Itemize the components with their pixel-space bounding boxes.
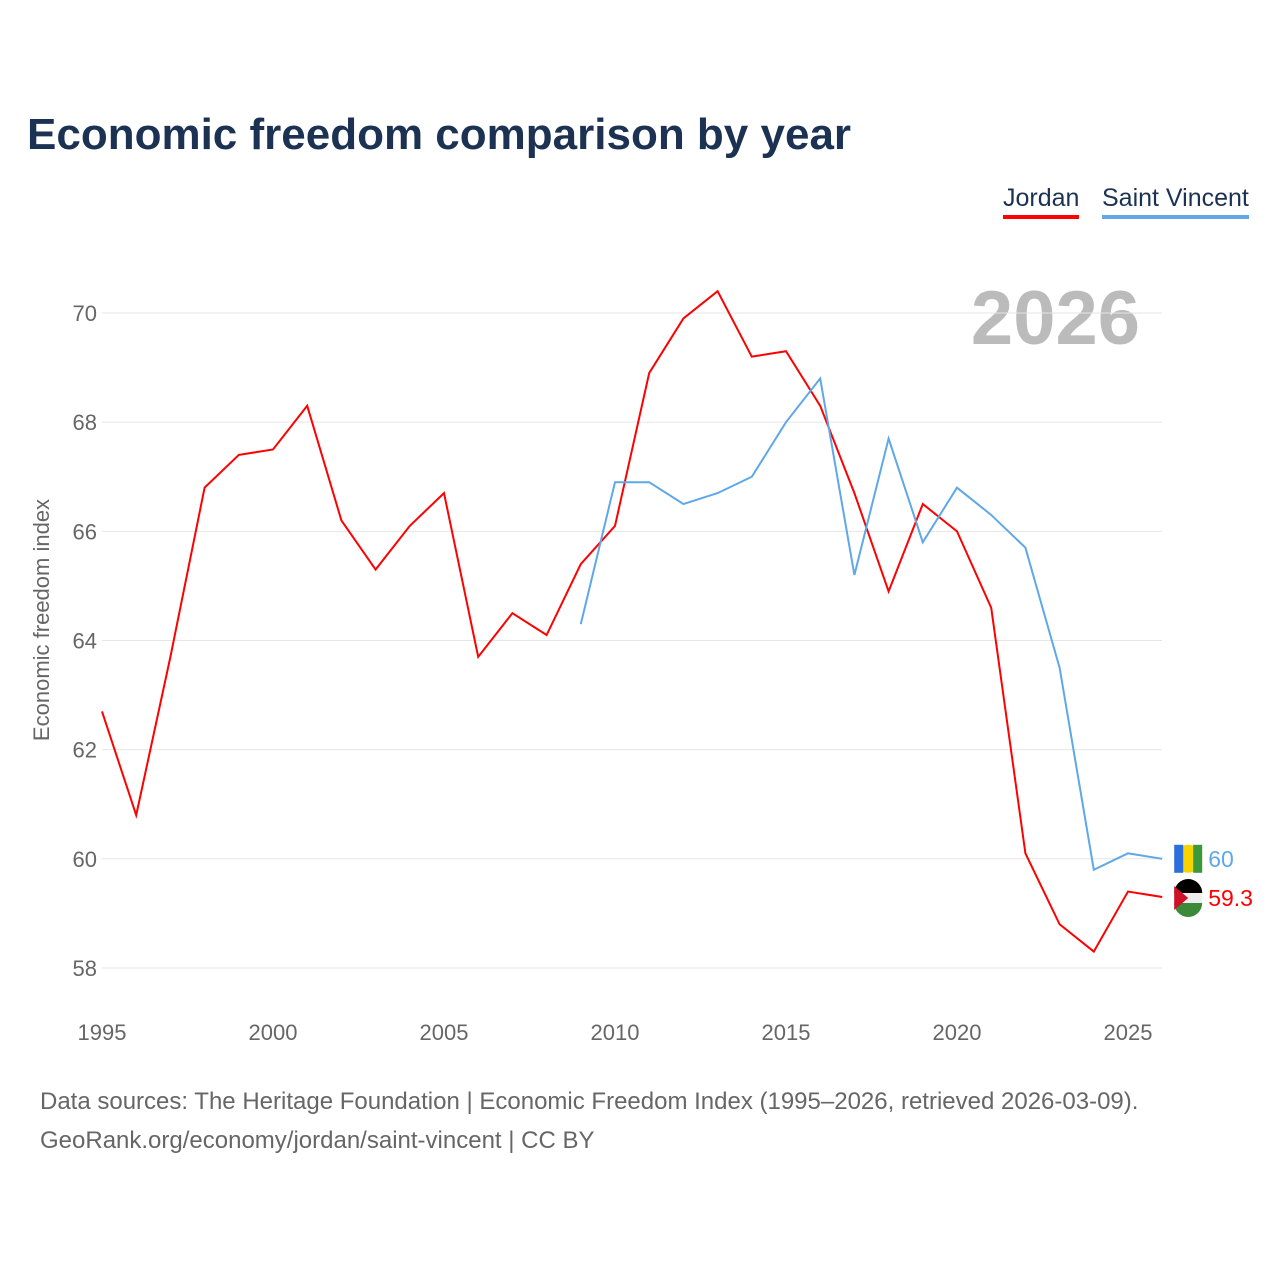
y-tick-label: 66: [73, 519, 97, 544]
y-tick-label: 64: [73, 628, 97, 653]
chart-title: Economic freedom comparison by year: [27, 110, 852, 159]
flag-stripe: [1193, 844, 1203, 873]
end-value-label: 59.3: [1208, 885, 1253, 911]
x-tick-label: 2010: [591, 1020, 640, 1045]
y-tick-label: 58: [73, 956, 97, 981]
x-tick-label: 2005: [420, 1020, 469, 1045]
footer-url: GeoRank.org/economy/jordan/saint-vincent…: [40, 1127, 595, 1154]
legend-jordan[interactable]: Jordan: [1003, 184, 1080, 219]
x-tick-label: 2025: [1104, 1020, 1153, 1045]
flag-stripe: [1174, 879, 1203, 894]
footer-sources: Data sources: The Heritage Foundation | …: [40, 1088, 1139, 1115]
y-tick-label: 60: [73, 847, 97, 872]
flag-triangle: [1174, 886, 1189, 911]
legend-saint-vincent[interactable]: Saint Vincent: [1102, 184, 1249, 219]
series-line-saint-vincent[interactable]: [579, 376, 1163, 872]
x-tick-label: 2020: [933, 1020, 982, 1045]
x-tick-label: 1995: [78, 1020, 127, 1045]
flag-stripe: [1174, 844, 1184, 873]
flag-stripe: [1174, 903, 1203, 918]
x-tick-label: 2000: [249, 1020, 298, 1045]
end-value-label: 60: [1208, 846, 1234, 872]
current-year-label: 2026: [970, 276, 1140, 361]
series-line-jordan[interactable]: [101, 289, 1163, 954]
x-tick-label: 2015: [762, 1020, 811, 1045]
y-tick-label: 70: [73, 301, 97, 326]
y-tick-label: 68: [73, 410, 97, 435]
y-tick-label: 62: [73, 738, 97, 763]
